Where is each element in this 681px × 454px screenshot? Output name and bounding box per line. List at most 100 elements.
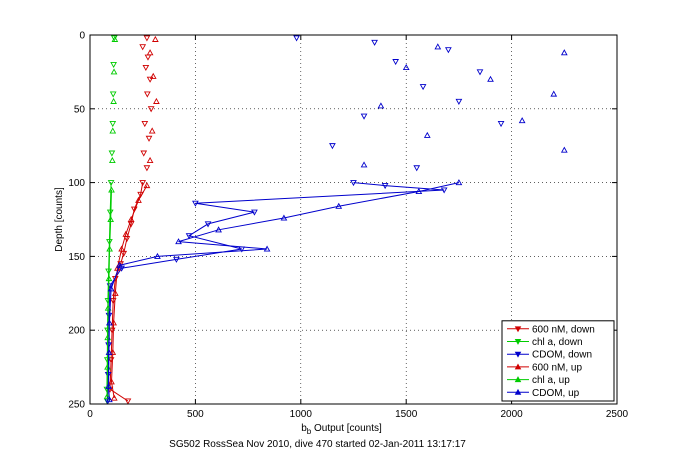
data-point: [106, 319, 113, 326]
data-point: [413, 165, 421, 172]
data-point: [392, 59, 400, 66]
data-point: [263, 245, 271, 252]
data-point: [139, 180, 147, 187]
x-tick-label: 1500: [395, 409, 418, 420]
data-point: [108, 150, 116, 157]
data-point: [110, 97, 117, 104]
data-point: [107, 180, 115, 187]
legend-swatch-marker: [514, 351, 522, 358]
legend-item: 600 nM, up: [507, 362, 582, 373]
data-point: [145, 135, 153, 142]
data-point: [215, 226, 222, 233]
legend-swatch-marker: [514, 326, 522, 333]
data-point: [377, 102, 385, 109]
data-point: [139, 44, 147, 51]
data-point: [117, 261, 124, 268]
series-line: [106, 189, 112, 397]
data-point: [103, 393, 111, 400]
data-point: [105, 268, 112, 275]
data-point: [116, 261, 123, 268]
data-point: [487, 75, 494, 82]
data-point: [147, 106, 155, 113]
data-point: [518, 117, 526, 124]
data-point: [371, 39, 378, 46]
data-point: [476, 69, 484, 76]
x-axis-label-rest: Output [counts]: [311, 423, 382, 434]
x-tick-label: 1000: [290, 409, 313, 420]
data-point: [122, 230, 130, 237]
data-point: [108, 186, 115, 193]
data-point: [280, 214, 288, 221]
data-point: [434, 43, 442, 50]
data-point: [251, 209, 258, 216]
data-point: [142, 64, 150, 71]
data-point: [560, 146, 568, 153]
data-point: [153, 97, 160, 104]
data-point: [175, 238, 182, 245]
data-point: [497, 121, 505, 128]
legend-item: chl a, up: [507, 375, 570, 386]
data-point: [110, 319, 117, 326]
tick-layer: 0 500 1000 1500 2000 2500 0 50 100 150 200 250: [68, 31, 628, 421]
data-point: [192, 200, 199, 207]
legend-label: 600 nM, up: [532, 362, 582, 373]
data-point: [173, 256, 180, 263]
data-point: [104, 304, 112, 311]
data-point: [143, 182, 151, 189]
data-point: [106, 245, 113, 252]
x-tick-label: 2000: [500, 409, 523, 420]
data-point: [402, 63, 410, 71]
data-point: [423, 131, 431, 138]
data-point: [106, 209, 114, 216]
data-point: [105, 348, 113, 355]
data-point: [127, 215, 135, 223]
data-point: [560, 49, 568, 56]
data-point: [110, 68, 118, 75]
y-tick-label: 50: [74, 104, 86, 115]
data-point: [130, 206, 138, 213]
legend-item: 600 nM, down: [507, 324, 595, 335]
data-point: [335, 202, 343, 209]
series-2: [104, 35, 505, 405]
data-point: [106, 239, 113, 246]
figure-caption: SG502 RossSea Nov 2010, dive 470 started…: [169, 439, 466, 450]
data-point: [107, 285, 115, 292]
data-point: [109, 121, 117, 128]
series-5: [105, 43, 568, 403]
data-point: [140, 150, 148, 157]
y-axis-label: Depth [counts]: [54, 187, 65, 252]
data-point: [143, 165, 151, 172]
legend-swatch-marker: [514, 388, 522, 395]
data-point: [143, 35, 151, 42]
data-point: [350, 180, 357, 187]
data-point: [110, 394, 118, 401]
legend-label: chl a, down: [532, 337, 583, 348]
data-point: [108, 378, 115, 385]
series-layer: [103, 35, 568, 405]
legend-swatch-marker: [514, 363, 522, 370]
series-line: [110, 185, 148, 399]
data-point: [154, 252, 161, 259]
data-point: [360, 113, 368, 120]
data-point: [143, 91, 151, 98]
legend-label: CDOM, down: [532, 350, 592, 361]
data-point: [146, 76, 154, 83]
x-axis-label-subscript: b: [307, 427, 312, 436]
legend-swatch-marker: [514, 376, 522, 383]
data-point: [440, 187, 448, 194]
data-point: [118, 245, 125, 252]
data-point: [106, 396, 113, 403]
data-point: [109, 91, 117, 98]
series-3: [108, 35, 160, 401]
y-tick-label: 250: [68, 400, 85, 411]
data-point: [105, 382, 112, 389]
plot-area: [89, 34, 618, 405]
data-point: [108, 156, 116, 163]
data-point: [149, 72, 157, 79]
data-point: [293, 35, 300, 42]
x-axis-label-main: b: [301, 423, 307, 434]
series-line: [107, 182, 445, 402]
data-point: [444, 47, 452, 54]
data-point: [144, 54, 152, 61]
